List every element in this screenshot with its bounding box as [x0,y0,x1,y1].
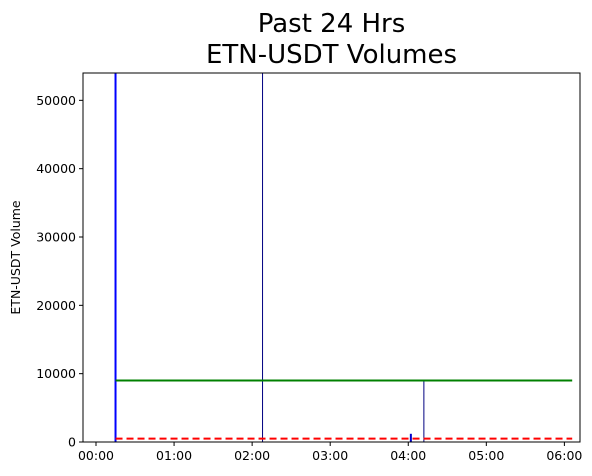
x-tick-label-5: 05:00 [468,448,504,463]
y-axis-title: ETN-USDT Volume [8,200,23,315]
x-tick-label-3: 03:00 [312,448,348,463]
y-tick-label-1: 10000 [36,366,76,381]
y-tick-label-2: 20000 [36,298,76,313]
x-tick-label-6: 06:00 [546,448,582,463]
x-axis: 00:00 01:00 02:00 03:00 04:00 05:00 06:00 [78,442,582,463]
chart-title-line-0: Past 24 Hrs [258,9,406,39]
plot-area [82,72,581,443]
y-tick-label-0: 0 [68,435,76,450]
y-axis-label: ETN-USDT Volume [8,200,23,315]
y-tick-label-5: 50000 [36,93,76,108]
y-tick-label-3: 30000 [36,230,76,245]
x-tick-label-4: 04:00 [390,448,426,463]
x-tick-label-0: 00:00 [78,448,114,463]
y-tick-label-4: 40000 [36,161,76,176]
plot-frame [82,72,581,443]
x-tick-label-2: 02:00 [234,448,270,463]
chart-title-line-1: ETN-USDT Volumes [206,40,457,70]
y-axis: 0 10000 20000 30000 40000 50000 [36,93,83,450]
x-tick-label-1: 01:00 [156,448,192,463]
